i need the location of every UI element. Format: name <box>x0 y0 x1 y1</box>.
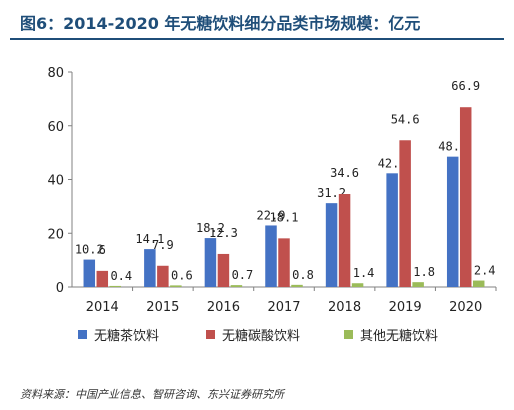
bar-2-2014 <box>96 270 109 287</box>
legend-label: 无糖碳酸饮料 <box>222 328 300 344</box>
data-label: 7.9 <box>152 238 174 252</box>
legend-label: 无糖茶饮料 <box>94 328 159 344</box>
legend-label: 其他无糖饮料 <box>360 328 438 344</box>
x-tick-label: 2014 <box>86 300 119 315</box>
bar-3-2014 <box>109 285 122 287</box>
bar-2-2019 <box>399 140 411 287</box>
y-tick-label: 60 <box>47 120 64 135</box>
bar-2-2015 <box>157 265 169 287</box>
y-tick-label: 0 <box>56 281 64 296</box>
data-label: 10.2 <box>75 243 104 257</box>
bar-3-2020 <box>472 280 485 287</box>
bar-chart: 0 20 40 60 80 2014 10.26 0.4 2015 14.17.9 0.6 2016 1… <box>47 66 497 344</box>
bar-1-2017 <box>265 225 277 287</box>
bar-3-2017 <box>291 284 303 287</box>
data-label: 0.7 <box>232 268 254 282</box>
bar-1-2016 <box>204 238 217 287</box>
y-tick-label: 80 <box>47 66 64 81</box>
bar-3-2018 <box>351 283 364 287</box>
data-label: 0.6 <box>171 268 193 282</box>
data-label: 22.9 <box>257 208 286 222</box>
bar-2-2018 <box>338 194 351 287</box>
data-label: 0.8 <box>292 268 314 282</box>
bar-1-2014 <box>83 259 96 287</box>
bar-1-2019 <box>386 173 398 287</box>
bar-3-2015 <box>170 285 182 287</box>
data-label: 48.5 <box>438 140 467 154</box>
bar-3-2016 <box>230 285 243 287</box>
x-tick-label: 2015 <box>146 300 179 315</box>
data-label: 2.4 <box>474 264 496 278</box>
legend-swatch <box>206 330 215 339</box>
data-label: 34.6 <box>330 166 359 180</box>
x-tick-label: 2016 <box>207 300 240 315</box>
data-label: 42.3 <box>378 156 407 170</box>
source-note: 资料来源：中国产业信息、智研咨询、东兴证券研究所 <box>20 388 284 401</box>
data-label: 54.6 <box>391 112 420 126</box>
x-tick-label: 2017 <box>267 300 300 315</box>
bar-2-2016 <box>217 253 230 287</box>
data-label: 18.2 <box>196 221 225 235</box>
bar-1-2018 <box>325 203 338 287</box>
bar-2-2020 <box>459 107 472 287</box>
data-label: 31.2 <box>317 186 346 200</box>
data-label: 1.4 <box>353 266 375 280</box>
data-label: 14.1 <box>135 232 164 246</box>
x-tick-label: 2020 <box>449 300 482 315</box>
bar-2-2017 <box>278 238 290 287</box>
chart-title: 图6：2014-2020 年无糖饮料细分品类市场规模：亿元 <box>20 14 421 33</box>
legend-swatch <box>78 330 87 339</box>
legend-swatch <box>344 330 353 339</box>
data-label: 6 <box>99 243 106 257</box>
data-label: 18.1 <box>270 210 299 224</box>
bar-1-2020 <box>446 156 459 287</box>
data-label: 12.3 <box>209 226 238 240</box>
y-tick-label: 40 <box>47 174 64 189</box>
x-tick-label: 2018 <box>328 300 361 315</box>
data-label: 66.9 <box>451 79 480 93</box>
bar-3-2019 <box>412 282 424 287</box>
bar-1-2015 <box>144 249 156 287</box>
x-tick-label: 2019 <box>389 300 422 315</box>
data-label: 1.8 <box>413 265 435 279</box>
title-divider <box>10 38 504 40</box>
data-label: 0.4 <box>110 269 132 283</box>
y-tick-label: 20 <box>47 227 64 242</box>
